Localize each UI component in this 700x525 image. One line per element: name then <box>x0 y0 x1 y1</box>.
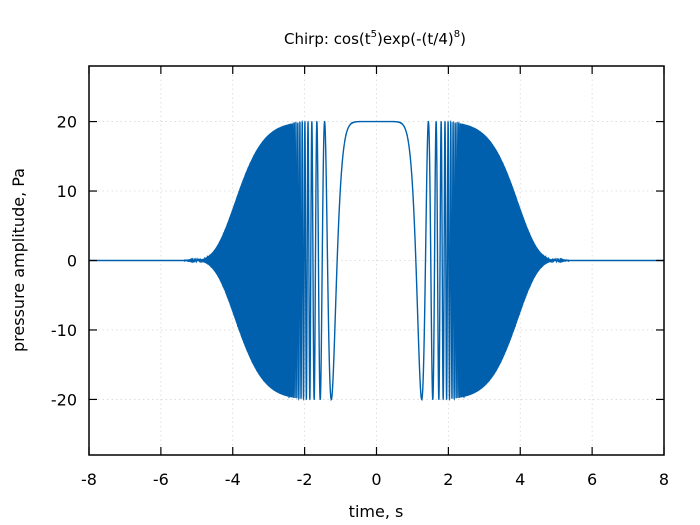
chart-title: Chirp: cos(t5)exp(-(t/4)8) <box>284 29 466 48</box>
y-tick-labels: -20 -10 0 10 20 <box>51 113 77 410</box>
y-tick-label: 10 <box>57 182 77 201</box>
x-tick-label: 8 <box>659 470 669 489</box>
x-tick-labels: -8 -6 -4 -2 0 2 4 6 8 <box>81 470 669 489</box>
series-line-chirp <box>89 119 664 402</box>
y-tick-label: 0 <box>67 252 77 271</box>
chart-title-prefix: Chirp: cos(t <box>284 30 371 48</box>
y-tick-label: -10 <box>51 321 77 340</box>
x-tick-label: -2 <box>297 470 313 489</box>
axis-ticks <box>88 66 665 455</box>
x-tick-label: 2 <box>443 470 453 489</box>
chart-title-exponent-2: 8 <box>454 29 460 40</box>
x-tick-label: -4 <box>225 470 241 489</box>
y-tick-label: 20 <box>57 113 77 132</box>
x-tick-label: -8 <box>81 470 97 489</box>
y-axis-label: pressure amplitude, Pa <box>9 168 28 352</box>
x-tick-label: 0 <box>371 470 381 489</box>
x-axis-label: time, s <box>349 502 404 521</box>
x-tick-label: 6 <box>587 470 597 489</box>
chart-title-middle: )exp(-(t/4) <box>377 30 454 48</box>
chart-title-exponent-1: 5 <box>371 29 377 40</box>
data-series <box>89 119 664 402</box>
chart-title-suffix: ) <box>460 30 466 48</box>
x-tick-label: 4 <box>515 470 525 489</box>
y-tick-label: -20 <box>51 390 77 409</box>
x-tick-label: -6 <box>153 470 169 489</box>
